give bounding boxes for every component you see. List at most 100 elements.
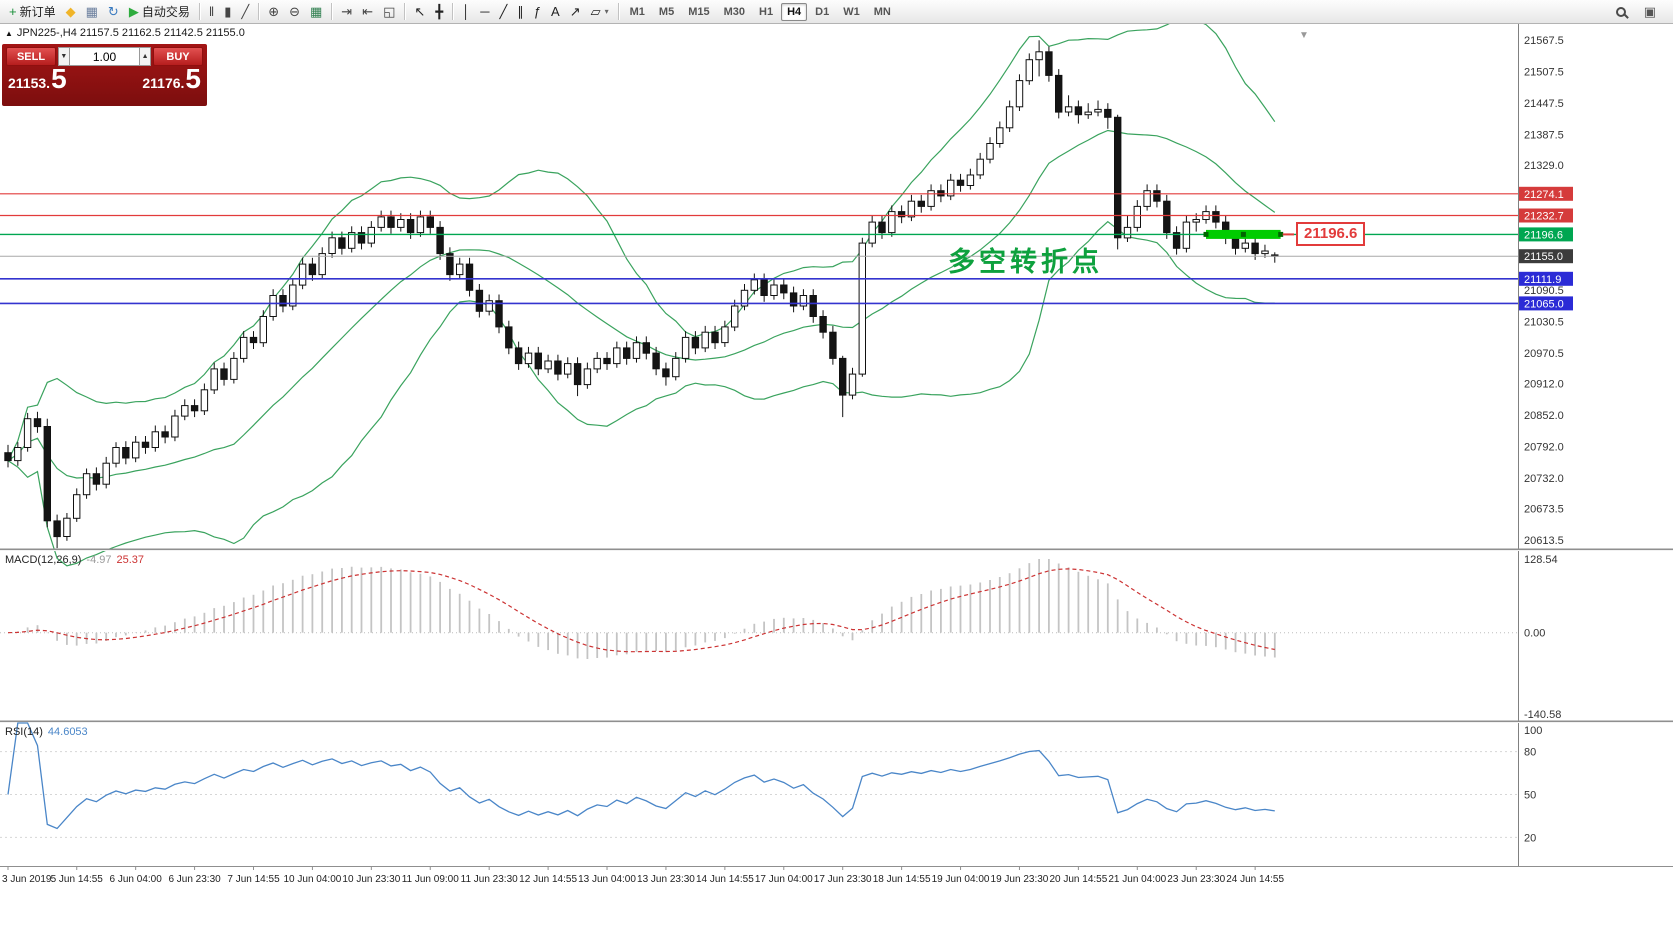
vertical-line-tool-button[interactable]: │ bbox=[457, 2, 475, 22]
candle bbox=[1143, 190, 1151, 207]
line-chart-mode-button[interactable]: ╱ bbox=[236, 2, 254, 22]
zoom-in-button[interactable]: ⊕ bbox=[263, 2, 284, 22]
candle bbox=[475, 289, 484, 312]
timeframe-w1-button[interactable]: W1 bbox=[843, 5, 860, 18]
symbol-ohlc-text: JPN225-,H4 21157.5 21162.5 21142.5 21155… bbox=[16, 27, 245, 39]
timeframe-m1-button[interactable]: M1 bbox=[629, 5, 645, 18]
candle bbox=[53, 520, 61, 538]
time-axis-label: 7 Jun 14:55 bbox=[227, 874, 280, 885]
sell-button[interactable]: SELL bbox=[6, 47, 56, 66]
time-axis[interactable] bbox=[0, 866, 1673, 892]
price-grid-label: 21567.5 bbox=[1524, 35, 1564, 47]
chart-shift-button[interactable]: ⇤ bbox=[357, 2, 378, 22]
candle bbox=[740, 289, 749, 307]
candle bbox=[1114, 116, 1122, 239]
candle bbox=[1212, 211, 1220, 223]
autotrading-button[interactable]: ▶ 自动交易 bbox=[124, 2, 195, 22]
candle bbox=[328, 237, 336, 255]
chart-plot-area[interactable] bbox=[0, 24, 1518, 550]
time-axis-label: 6 Jun 23:30 bbox=[168, 874, 221, 885]
chart-symbol-label: ▲ JPN225-,H4 21157.5 21162.5 21142.5 211… bbox=[5, 27, 245, 39]
channel-tool-button[interactable]: ∥ bbox=[512, 2, 529, 22]
refresh-icon: ↻ bbox=[107, 4, 119, 19]
candle bbox=[681, 336, 690, 359]
macd-panel-area[interactable] bbox=[0, 551, 1518, 722]
timeframe-h4-button[interactable]: H4 bbox=[781, 2, 808, 21]
timeframe-m5-button[interactable]: M5 bbox=[658, 5, 675, 18]
price-axis[interactable] bbox=[1518, 24, 1673, 866]
zoom-out-button[interactable]: ⊖ bbox=[284, 2, 305, 22]
candles-layer bbox=[4, 40, 1279, 549]
candlestick-chart-mode-button[interactable]: ▮ bbox=[219, 2, 236, 22]
candle bbox=[171, 415, 179, 438]
auto-scroll-button[interactable]: ⇥ bbox=[336, 2, 357, 22]
panel-separator[interactable] bbox=[0, 548, 1673, 551]
refresh-button[interactable]: ↻ bbox=[103, 2, 124, 22]
chart-annotation-text[interactable]: 多空转折点 bbox=[948, 247, 1103, 279]
time-axis-label: 5 Jun 14:55 bbox=[51, 874, 104, 885]
candle bbox=[672, 357, 680, 378]
candle bbox=[534, 352, 542, 370]
buy-button[interactable]: BUY bbox=[153, 47, 203, 66]
price-tag bbox=[1519, 249, 1573, 264]
chart-shift-marker-icon: ▼ bbox=[1299, 30, 1309, 41]
candle bbox=[1045, 51, 1053, 76]
one-click-trading-panel: SELL ▼ ▲ BUY 21153.5 21176.5 bbox=[2, 44, 207, 106]
candle bbox=[966, 174, 975, 186]
candle bbox=[927, 190, 935, 207]
arrows-tool-button[interactable]: ↗ bbox=[565, 2, 586, 22]
timeframe-m15-button[interactable]: M15 bbox=[688, 5, 710, 18]
selection-handle[interactable] bbox=[1240, 231, 1246, 237]
candle bbox=[917, 200, 925, 207]
candle bbox=[770, 284, 778, 296]
candle bbox=[1055, 74, 1063, 113]
search-button[interactable] bbox=[1611, 2, 1631, 22]
candle bbox=[731, 305, 739, 328]
macd-signal-line bbox=[7, 568, 1275, 653]
data-window-button[interactable]: ▦ bbox=[81, 2, 103, 22]
cursor-button[interactable]: ↖ bbox=[409, 2, 430, 22]
volume-up-button[interactable]: ▲ bbox=[139, 47, 151, 66]
shapes-tool-button[interactable]: ▱ ▾ bbox=[586, 2, 614, 22]
candle bbox=[976, 158, 984, 176]
indicators-button[interactable]: ▦ bbox=[305, 2, 327, 22]
price-tag-label: 21196.6 bbox=[1524, 229, 1563, 241]
candle bbox=[1025, 59, 1033, 82]
candle bbox=[652, 352, 660, 370]
timeframe-m30-button[interactable]: M30 bbox=[723, 5, 746, 18]
bar-chart-mode-button[interactable]: ‖ bbox=[204, 2, 219, 22]
timeframe-d1-button[interactable]: D1 bbox=[815, 5, 830, 18]
candle bbox=[613, 347, 621, 365]
time-axis-label: 17 Jun 23:30 bbox=[814, 874, 872, 885]
selection-handle[interactable] bbox=[1203, 231, 1209, 237]
candle bbox=[397, 219, 405, 228]
chevron-down-icon: ▾ bbox=[604, 7, 609, 16]
autotrading-play-icon: ▶ bbox=[128, 4, 139, 19]
horizontal-line-tool-button[interactable]: ─ bbox=[475, 2, 494, 22]
volume-input[interactable] bbox=[69, 47, 140, 66]
candle bbox=[14, 447, 22, 462]
candle bbox=[583, 368, 592, 386]
candle bbox=[1192, 219, 1200, 223]
macd-name: MACD(12,26,9) bbox=[5, 554, 82, 566]
candle bbox=[1133, 205, 1141, 228]
tile-windows-button[interactable]: ◱ bbox=[378, 2, 400, 22]
new-order-button[interactable]: + 新订单 bbox=[4, 2, 61, 22]
selection-handle[interactable] bbox=[1278, 231, 1284, 237]
timeframe-mn-button[interactable]: MN bbox=[873, 5, 891, 18]
volume-down-button[interactable]: ▼ bbox=[58, 47, 70, 66]
timeframe-h1-button[interactable]: H1 bbox=[759, 5, 774, 18]
bollinger-middle-band bbox=[7, 129, 1276, 479]
mql5-button[interactable]: ◆ bbox=[61, 2, 81, 22]
rsi-axis-label: 20 bbox=[1524, 832, 1536, 844]
candle bbox=[465, 263, 474, 291]
text-tool-button[interactable]: A bbox=[546, 2, 565, 22]
price-callout-box[interactable]: 21196.6 bbox=[1296, 222, 1366, 247]
panel-separator[interactable] bbox=[0, 720, 1673, 723]
trendline-tool-button[interactable]: ╱ bbox=[494, 2, 512, 22]
time-axis-label: 17 Jun 04:00 bbox=[755, 874, 813, 885]
fibonacci-tool-button[interactable]: ƒ bbox=[529, 2, 546, 22]
crosshair-button[interactable]: ╋ bbox=[430, 2, 448, 22]
chart-profile-button[interactable]: ▣ bbox=[1639, 2, 1661, 22]
